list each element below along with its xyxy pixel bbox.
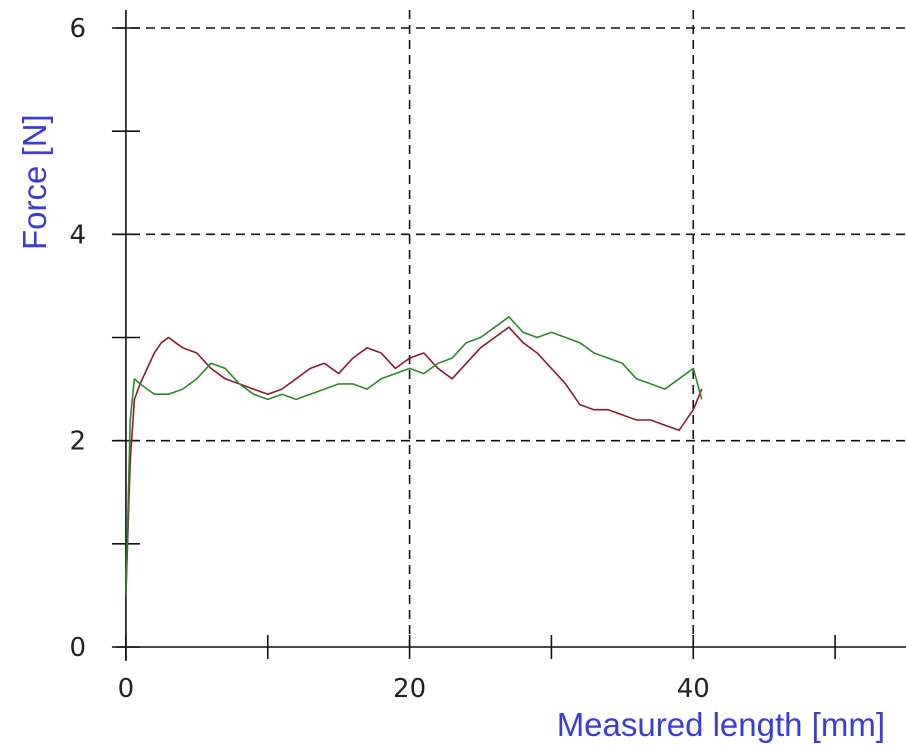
y-axis-title: Force [N] — [16, 114, 53, 250]
x-tick-label-20: 20 — [393, 674, 426, 704]
x-axis-title: Measured length [mm] — [557, 706, 885, 743]
y-tick-label-6: 6 — [69, 14, 86, 44]
axis-ticks — [111, 27, 836, 659]
axes — [116, 10, 906, 661]
x-tick-label-40: 40 — [677, 674, 710, 704]
x-tick-label-0: 0 — [118, 674, 135, 704]
grid-lines — [116, 10, 906, 647]
y-tick-label-4: 4 — [69, 220, 86, 250]
series-line-2 — [125, 316, 703, 596]
series-line-1 — [125, 326, 703, 596]
tick-labels: 0 2 4 6 0 20 40 — [69, 14, 709, 704]
y-tick-label-2: 2 — [69, 427, 86, 457]
y-tick-label-0: 0 — [69, 633, 86, 663]
data-series — [125, 316, 703, 596]
